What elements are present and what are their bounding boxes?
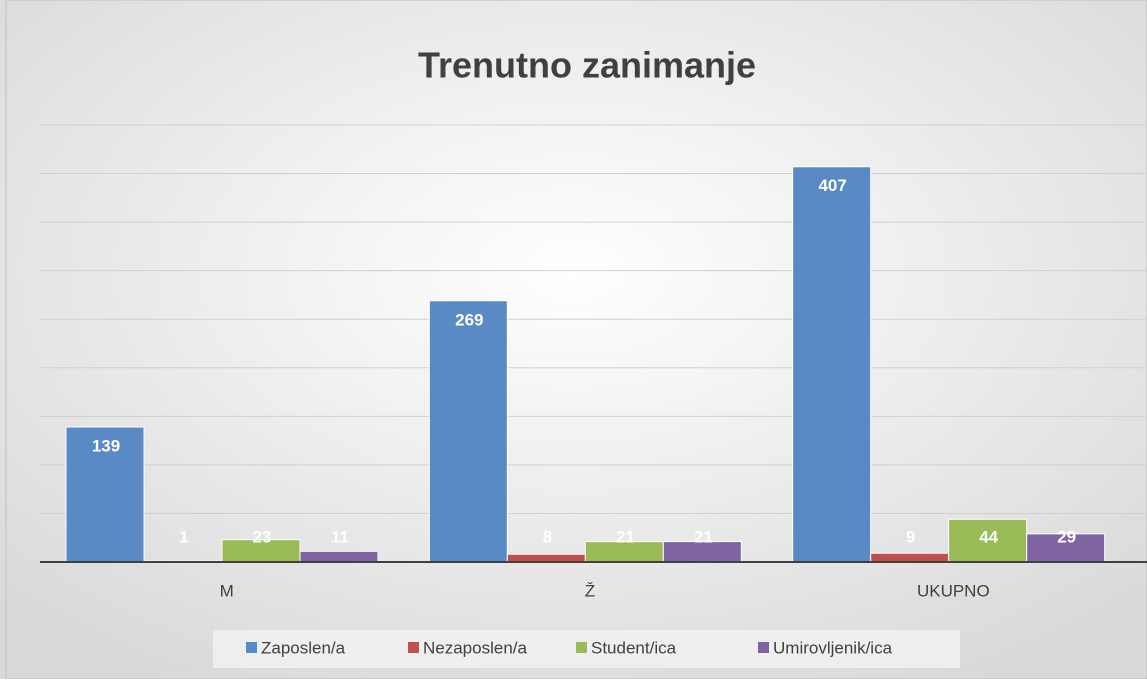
data-label: 21 — [694, 527, 713, 546]
bar — [299, 550, 379, 563]
legend-swatch — [246, 642, 257, 653]
x-tick-label: M — [220, 581, 234, 600]
data-label: 139 — [92, 436, 120, 455]
bar — [792, 166, 872, 563]
x-tick-label: Ž — [585, 581, 595, 600]
legend-swatch — [758, 642, 769, 653]
legend-label: Zaposlen/a — [261, 638, 346, 657]
data-label: 407 — [818, 176, 846, 195]
data-label: 23 — [253, 527, 272, 546]
bar — [506, 553, 586, 563]
data-label: 21 — [616, 527, 635, 546]
bar — [428, 300, 508, 563]
data-label: 8 — [543, 527, 552, 546]
x-tick-label: UKUPNO — [917, 581, 990, 600]
bar — [1026, 533, 1106, 563]
legend-label: Umirovljenik/ica — [773, 638, 893, 657]
data-label: 29 — [1057, 527, 1076, 546]
bar — [948, 518, 1028, 563]
legend-swatch — [408, 642, 419, 653]
bar — [870, 552, 950, 563]
data-label: 269 — [455, 310, 483, 329]
chart-title: Trenutno zanimanje — [418, 45, 756, 86]
legend-label: Nezaposlen/a — [423, 638, 528, 657]
data-label: 44 — [979, 527, 998, 546]
data-label: 1 — [179, 527, 188, 546]
data-label: 9 — [906, 527, 915, 546]
data-label: 11 — [331, 527, 349, 546]
bar — [65, 426, 145, 563]
legend-swatch — [576, 642, 587, 653]
legend-label: Student/ica — [591, 638, 677, 657]
